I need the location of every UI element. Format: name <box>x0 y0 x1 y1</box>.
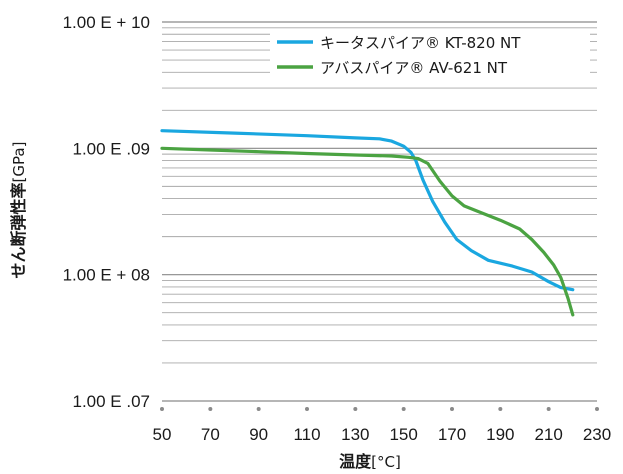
series-line-kt820 <box>160 129 575 292</box>
x-tick-mark <box>305 407 309 411</box>
x-tick-mark <box>401 407 406 411</box>
x-tick-label: 70 <box>201 425 220 444</box>
x-tick-label: 110 <box>293 425 320 444</box>
x-tick-mark <box>160 407 164 411</box>
legend-label-av621: アバスパイア® AV-621 NT <box>320 59 508 77</box>
x-axis-title: 温度[°C] <box>338 452 401 471</box>
x-tick-label: 50 <box>153 425 172 444</box>
x-tick-mark <box>595 407 599 411</box>
x-tick-label: 170 <box>438 425 466 444</box>
series-line-av621 <box>160 146 575 317</box>
x-tick-label: 90 <box>249 425 268 444</box>
x-axis-title-unit: [°C] <box>371 453 401 471</box>
x-tick-mark <box>546 407 551 411</box>
x-tick-mark <box>256 407 261 411</box>
x-tick-label: 190 <box>486 425 514 444</box>
y-tick-label: 1.00 E + 08 <box>63 266 150 285</box>
legend: キータスパイア® KT-820 NT アバスパイア® AV-621 NT <box>270 31 590 81</box>
x-axis-title-main: 温度 <box>338 452 372 471</box>
x-tick-label: 130 <box>341 425 369 444</box>
y-tick-label: 1.00 E + 10 <box>63 13 150 32</box>
x-tick-mark <box>498 407 503 411</box>
x-tick-label: 210 <box>534 425 562 444</box>
y-tick-labels: 1.00 E + 10 1.00 E .09 1.00 E + 08 1.00 E .… <box>63 13 150 411</box>
x-tick-mark <box>208 407 213 411</box>
legend-background <box>270 31 590 81</box>
x-tick-label: 150 <box>389 425 417 444</box>
x-tick-mark <box>450 407 454 411</box>
y-axis-title-unit: [GPa] <box>10 142 28 183</box>
legend-label-kt820: キータスパイア® KT-820 NT <box>320 34 521 52</box>
y-axis-title: せん断弾性率[GPa] <box>9 142 28 279</box>
y-tick-label: 1.00 E .09 <box>72 139 150 158</box>
y-axis-title-main: せん断弾性率 <box>9 182 28 278</box>
y-tick-label: 1.00 E .07 <box>72 392 150 411</box>
x-tick-labels: 50 70 90 110 130 150 170 190 210 230 <box>153 407 611 444</box>
x-tick-label: 230 <box>583 425 611 444</box>
x-tick-mark <box>353 407 358 411</box>
series-lines <box>160 129 575 317</box>
